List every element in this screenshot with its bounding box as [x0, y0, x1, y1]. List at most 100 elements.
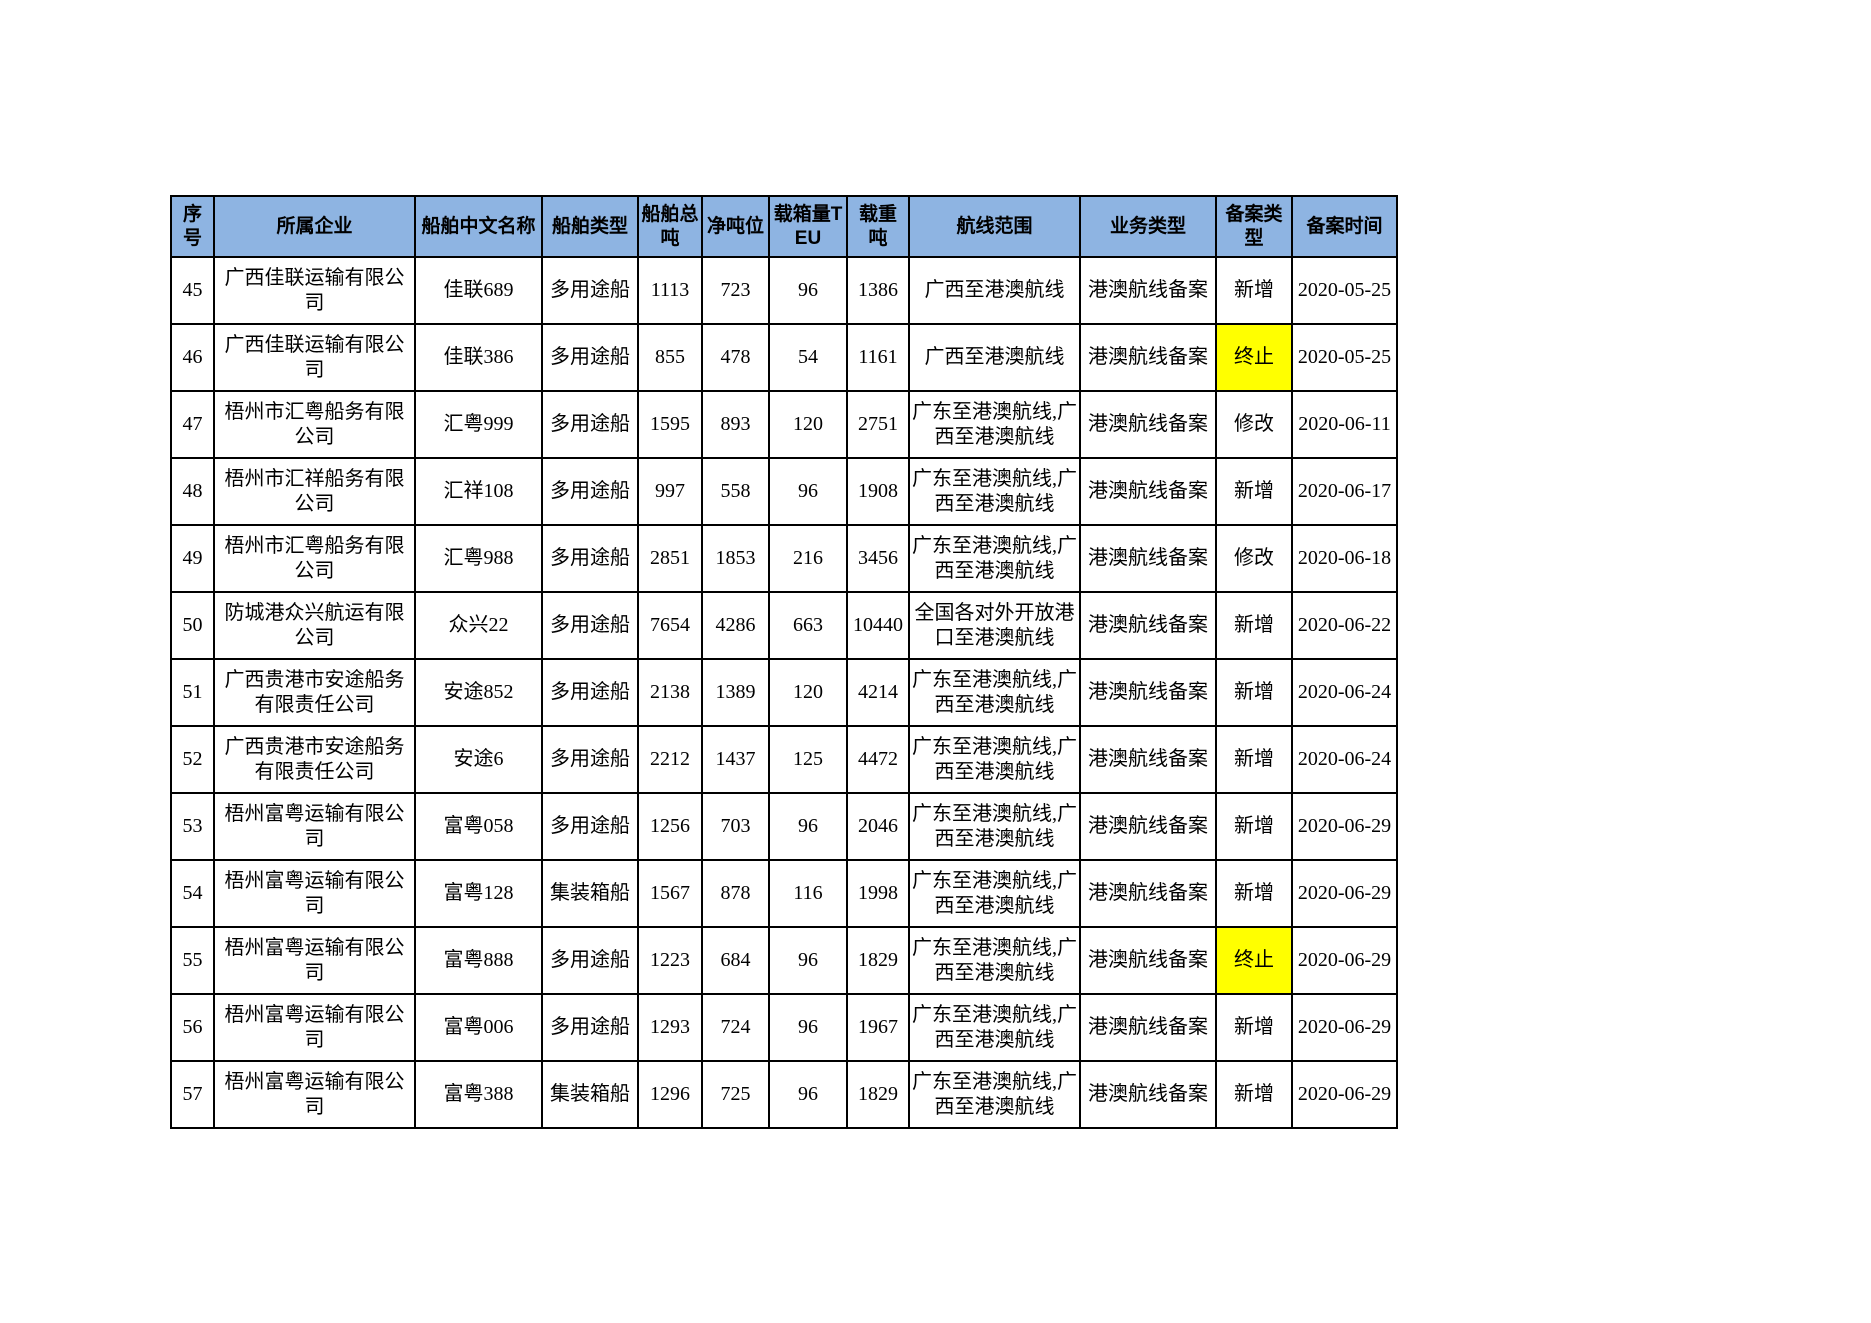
column-header-net: 净吨位: [701, 195, 770, 258]
cell-filing-date: 2020-06-29: [1291, 1060, 1398, 1129]
cell-filing-date: 2020-06-29: [1291, 859, 1398, 928]
cell-filing-type: 新增: [1215, 591, 1293, 660]
cell-filing-date: 2020-06-17: [1291, 457, 1398, 526]
cell-gross: 855: [637, 323, 703, 392]
column-header-ship-type: 船舶类型: [541, 195, 639, 258]
cell-teu: 116: [768, 859, 848, 928]
cell-deadweight: 10440: [846, 591, 910, 660]
cell-ship-type: 多用途船: [541, 591, 639, 660]
table-header: 序号 所属企业 船舶中文名称 船舶类型 船舶总吨 净吨位 载箱量TEU 载重吨 …: [170, 195, 1398, 258]
cell-business: 港澳航线备案: [1079, 1060, 1217, 1129]
table-row: 51 广西贵港市安途船务有限责任公司 安途852 多用途船 2138 1389 120 421…: [170, 658, 1398, 727]
cell-ship-name: 富粤006: [414, 993, 543, 1062]
column-header-business: 业务类型: [1079, 195, 1217, 258]
cell-filing-date: 2020-06-29: [1291, 792, 1398, 861]
cell-deadweight: 4472: [846, 725, 910, 794]
cell-gross: 1296: [637, 1060, 703, 1129]
cell-net: 1437: [701, 725, 770, 794]
cell-gross: 1256: [637, 792, 703, 861]
cell-deadweight: 1829: [846, 926, 910, 995]
cell-filing-date: 2020-06-18: [1291, 524, 1398, 593]
cell-company: 梧州富粤运输有限公司: [213, 859, 416, 928]
cell-ship-name: 佳联386: [414, 323, 543, 392]
cell-business: 港澳航线备案: [1079, 658, 1217, 727]
column-header-company: 所属企业: [213, 195, 416, 258]
cell-business: 港澳航线备案: [1079, 457, 1217, 526]
column-header-gross: 船舶总吨: [637, 195, 703, 258]
cell-gross: 2212: [637, 725, 703, 794]
cell-filing-type: 终止: [1215, 926, 1293, 995]
cell-ship-name: 汇粤988: [414, 524, 543, 593]
cell-index: 45: [170, 256, 215, 325]
table-row: 53 梧州富粤运输有限公司 富粤058 多用途船 1256 703 96 2046 广东至港澳航…: [170, 792, 1398, 861]
cell-filing-type: 新增: [1215, 792, 1293, 861]
cell-route: 广西至港澳航线: [908, 323, 1081, 392]
cell-ship-type: 多用途船: [541, 457, 639, 526]
cell-business: 港澳航线备案: [1079, 926, 1217, 995]
cell-business: 港澳航线备案: [1079, 390, 1217, 459]
table-row: 47 梧州市汇粤船务有限公司 汇粤999 多用途船 1595 893 120 2751 广东至港…: [170, 390, 1398, 459]
cell-route: 广东至港澳航线,广西至港澳航线: [908, 993, 1081, 1062]
cell-filing-date: 2020-05-25: [1291, 256, 1398, 325]
column-header-filing-date: 备案时间: [1291, 195, 1398, 258]
cell-index: 47: [170, 390, 215, 459]
cell-filing-type: 终止: [1215, 323, 1293, 392]
cell-route: 广东至港澳航线,广西至港澳航线: [908, 390, 1081, 459]
cell-filing-type: 修改: [1215, 524, 1293, 593]
cell-teu: 54: [768, 323, 848, 392]
cell-ship-name: 汇粤999: [414, 390, 543, 459]
cell-gross: 1113: [637, 256, 703, 325]
cell-filing-type: 新增: [1215, 859, 1293, 928]
cell-filing-date: 2020-06-29: [1291, 926, 1398, 995]
cell-deadweight: 1998: [846, 859, 910, 928]
column-header-route: 航线范围: [908, 195, 1081, 258]
cell-index: 49: [170, 524, 215, 593]
cell-deadweight: 1967: [846, 993, 910, 1062]
cell-ship-type: 多用途船: [541, 524, 639, 593]
cell-deadweight: 1908: [846, 457, 910, 526]
cell-ship-name: 富粤388: [414, 1060, 543, 1129]
cell-company: 梧州市汇粤船务有限公司: [213, 524, 416, 593]
column-header-teu: 载箱量TEU: [768, 195, 848, 258]
cell-teu: 96: [768, 1060, 848, 1129]
cell-filing-date: 2020-06-24: [1291, 658, 1398, 727]
cell-route: 广东至港澳航线,广西至港澳航线: [908, 524, 1081, 593]
table-row: 55 梧州富粤运输有限公司 富粤888 多用途船 1223 684 96 1829 广东至港澳航…: [170, 926, 1398, 995]
cell-filing-type: 新增: [1215, 725, 1293, 794]
cell-teu: 120: [768, 390, 848, 459]
cell-net: 684: [701, 926, 770, 995]
cell-route: 广东至港澳航线,广西至港澳航线: [908, 859, 1081, 928]
cell-ship-name: 安途852: [414, 658, 543, 727]
cell-gross: 997: [637, 457, 703, 526]
cell-net: 893: [701, 390, 770, 459]
cell-net: 4286: [701, 591, 770, 660]
cell-gross: 7654: [637, 591, 703, 660]
cell-company: 梧州市汇粤船务有限公司: [213, 390, 416, 459]
cell-net: 703: [701, 792, 770, 861]
cell-business: 港澳航线备案: [1079, 591, 1217, 660]
cell-filing-type: 新增: [1215, 993, 1293, 1062]
cell-ship-name: 富粤058: [414, 792, 543, 861]
table-body: 45 广西佳联运输有限公司 佳联689 多用途船 1113 723 96 1386 广西至港澳航…: [170, 256, 1398, 1129]
cell-gross: 1567: [637, 859, 703, 928]
column-header-deadweight: 载重吨: [846, 195, 910, 258]
cell-ship-type: 多用途船: [541, 725, 639, 794]
cell-route: 广东至港澳航线,广西至港澳航线: [908, 926, 1081, 995]
cell-net: 558: [701, 457, 770, 526]
header-row: 序号 所属企业 船舶中文名称 船舶类型 船舶总吨 净吨位 载箱量TEU 载重吨 …: [170, 195, 1398, 258]
cell-ship-name: 富粤128: [414, 859, 543, 928]
cell-index: 56: [170, 993, 215, 1062]
cell-gross: 1293: [637, 993, 703, 1062]
table-row: 50 防城港众兴航运有限公司 众兴22 多用途船 7654 4286 663 10440 全国各…: [170, 591, 1398, 660]
cell-net: 878: [701, 859, 770, 928]
cell-route: 广东至港澳航线,广西至港澳航线: [908, 457, 1081, 526]
cell-net: 725: [701, 1060, 770, 1129]
cell-filing-type: 新增: [1215, 1060, 1293, 1129]
cell-deadweight: 1829: [846, 1060, 910, 1129]
cell-deadweight: 2046: [846, 792, 910, 861]
cell-route: 广西至港澳航线: [908, 256, 1081, 325]
cell-net: 724: [701, 993, 770, 1062]
cell-ship-name: 众兴22: [414, 591, 543, 660]
cell-deadweight: 3456: [846, 524, 910, 593]
